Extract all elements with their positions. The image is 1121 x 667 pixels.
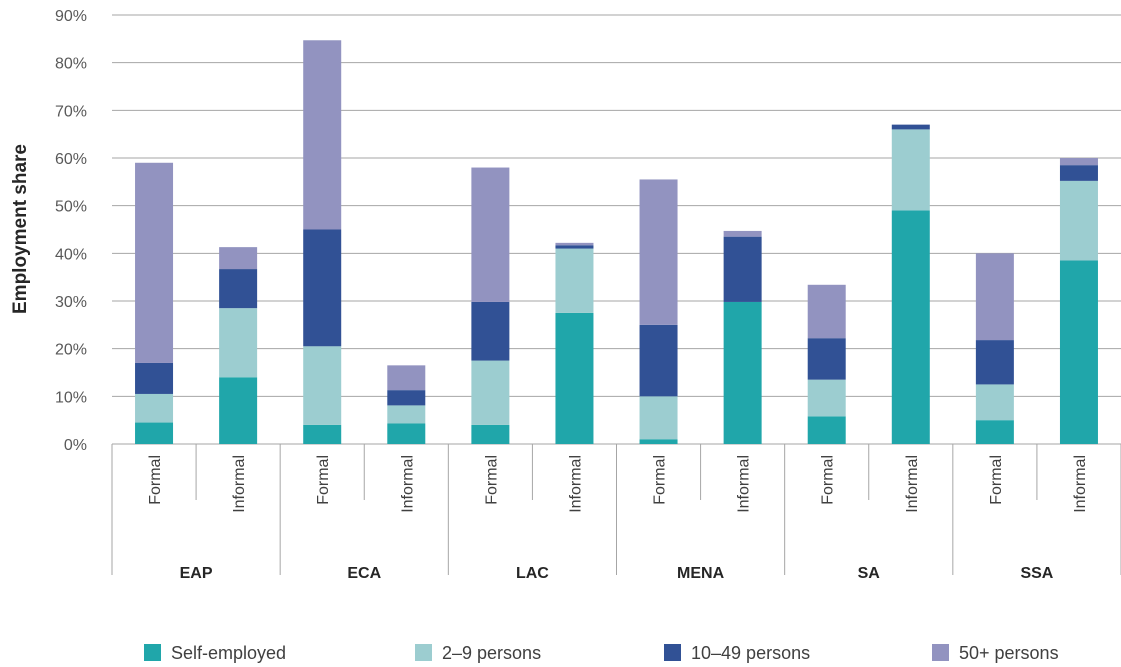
bars: [135, 40, 1098, 444]
x-group-label: MENA: [677, 565, 725, 582]
y-tick-label: 20%: [55, 342, 87, 359]
bar-segment-self-employed-sa-formal: [807, 416, 846, 444]
bar-segment-self-employed-eap-informal: [219, 377, 258, 444]
bar-segment-50-persons-ssa-informal: [1059, 158, 1098, 166]
bar-segment-2-9-persons-eca-formal: [303, 346, 342, 425]
bar-segment-2-9-persons-eap-formal: [135, 393, 174, 423]
legend-label: 2–9 persons: [442, 643, 541, 663]
bar-segment-self-employed-lac-informal: [555, 312, 594, 444]
bar-segment-2-9-persons-ssa-informal: [1059, 180, 1098, 261]
x-category-label: Formal: [315, 455, 332, 505]
bar-segment-50-persons-eap-formal: [135, 162, 174, 363]
bar-segment-2-9-persons-sa-formal: [807, 379, 846, 417]
x-group-label: SSA: [1020, 565, 1053, 582]
y-axis-ticks: 0% 10% 20% 30% 40% 50% 60% 70% 80% 90%: [55, 8, 87, 454]
x-category-label: Formal: [652, 455, 669, 505]
y-tick-label: 40%: [55, 246, 87, 263]
legend-label: 10–49 persons: [691, 643, 810, 663]
y-tick-label: 60%: [55, 151, 87, 168]
bar-segment-50-persons-lac-formal: [471, 167, 510, 302]
y-tick-label: 70%: [55, 103, 87, 120]
x-category-label: Formal: [988, 455, 1005, 505]
bar-segment-2-9-persons-sa-informal: [891, 129, 930, 211]
legend-swatch: [144, 644, 161, 661]
bar-segment-self-employed-mena-formal: [639, 439, 678, 444]
bar-segment-2-9-persons-lac-informal: [555, 248, 594, 313]
bar-segment-50-persons-mena-informal: [723, 230, 762, 237]
bar-segment-10-49-persons-sa-informal: [891, 124, 930, 130]
bar-segment-50-persons-eca-informal: [387, 365, 426, 391]
y-tick-label: 30%: [55, 294, 87, 311]
bar-segment-10-49-persons-mena-informal: [723, 236, 762, 302]
bar-segment-self-employed-lac-formal: [471, 424, 510, 444]
y-tick-label: 90%: [55, 8, 87, 25]
x-category-label: Informal: [231, 455, 248, 513]
bar-segment-50-persons-ssa-formal: [975, 253, 1014, 341]
bar-segment-self-employed-eca-informal: [387, 423, 426, 444]
y-axis-label: Employment share: [10, 144, 31, 314]
bar-segment-self-employed-sa-informal: [891, 210, 930, 444]
bar-segment-10-49-persons-lac-formal: [471, 301, 510, 361]
bar-segment-self-employed-ssa-informal: [1059, 260, 1098, 444]
bar-segment-self-employed-eca-formal: [303, 424, 342, 444]
legend-swatch: [664, 644, 681, 661]
y-tick-label: 0%: [64, 437, 87, 454]
bar-segment-10-49-persons-ssa-informal: [1059, 165, 1098, 181]
x-group-label: ECA: [347, 565, 381, 582]
bar-segment-10-49-persons-eca-informal: [387, 390, 426, 406]
x-category-label: Informal: [1072, 455, 1089, 513]
legend-swatch: [932, 644, 949, 661]
bar-segment-self-employed-mena-informal: [723, 301, 762, 444]
legend-label: Self-employed: [171, 643, 286, 663]
gridlines: [112, 14, 1121, 445]
x-category-label: Informal: [904, 455, 921, 513]
x-group-label: EAP: [180, 565, 213, 582]
bar-segment-2-9-persons-eap-informal: [219, 308, 258, 378]
bar-segment-self-employed-eap-formal: [135, 422, 174, 444]
bar-segment-10-49-persons-lac-informal: [555, 245, 594, 249]
bar-segment-10-49-persons-ssa-formal: [975, 340, 1014, 385]
bar-segment-10-49-persons-eap-informal: [219, 269, 258, 309]
x-category-label: Informal: [567, 455, 584, 513]
bar-segment-50-persons-lac-informal: [555, 242, 594, 246]
legend-swatch: [415, 644, 432, 661]
legend-label: 50+ persons: [959, 643, 1059, 663]
bar-segment-50-persons-eap-informal: [219, 247, 258, 270]
x-group-label: SA: [858, 565, 881, 582]
bar-segment-2-9-persons-eca-informal: [387, 405, 426, 424]
x-group-label: LAC: [516, 565, 549, 582]
y-tick-label: 80%: [55, 56, 87, 73]
bar-segment-50-persons-eca-formal: [303, 40, 342, 230]
bar-segment-2-9-persons-lac-formal: [471, 360, 510, 425]
bar-segment-10-49-persons-eap-formal: [135, 362, 174, 394]
bar-segment-10-49-persons-eca-formal: [303, 229, 342, 347]
x-axis: Formal Informal Formal Informal Formal Inform…: [111, 444, 1121, 582]
x-category-label: Formal: [820, 455, 837, 505]
bar-segment-50-persons-mena-formal: [639, 179, 678, 325]
x-category-label: Informal: [736, 455, 753, 513]
bar-segment-self-employed-ssa-formal: [975, 420, 1014, 444]
bar-segment-2-9-persons-mena-formal: [639, 396, 678, 440]
y-tick-label: 50%: [55, 199, 87, 216]
x-category-label: Informal: [399, 455, 416, 513]
x-category-label: Formal: [483, 455, 500, 505]
bar-segment-10-49-persons-sa-formal: [807, 338, 846, 380]
bar-segment-50-persons-sa-formal: [807, 284, 846, 339]
legend: Self-employed 2–9 persons 10–49 persons 50+…: [144, 643, 1059, 663]
bar-segment-10-49-persons-mena-formal: [639, 324, 678, 397]
x-category-label: Formal: [147, 455, 164, 505]
y-tick-label: 10%: [55, 389, 87, 406]
bar-segment-2-9-persons-ssa-formal: [975, 384, 1014, 421]
